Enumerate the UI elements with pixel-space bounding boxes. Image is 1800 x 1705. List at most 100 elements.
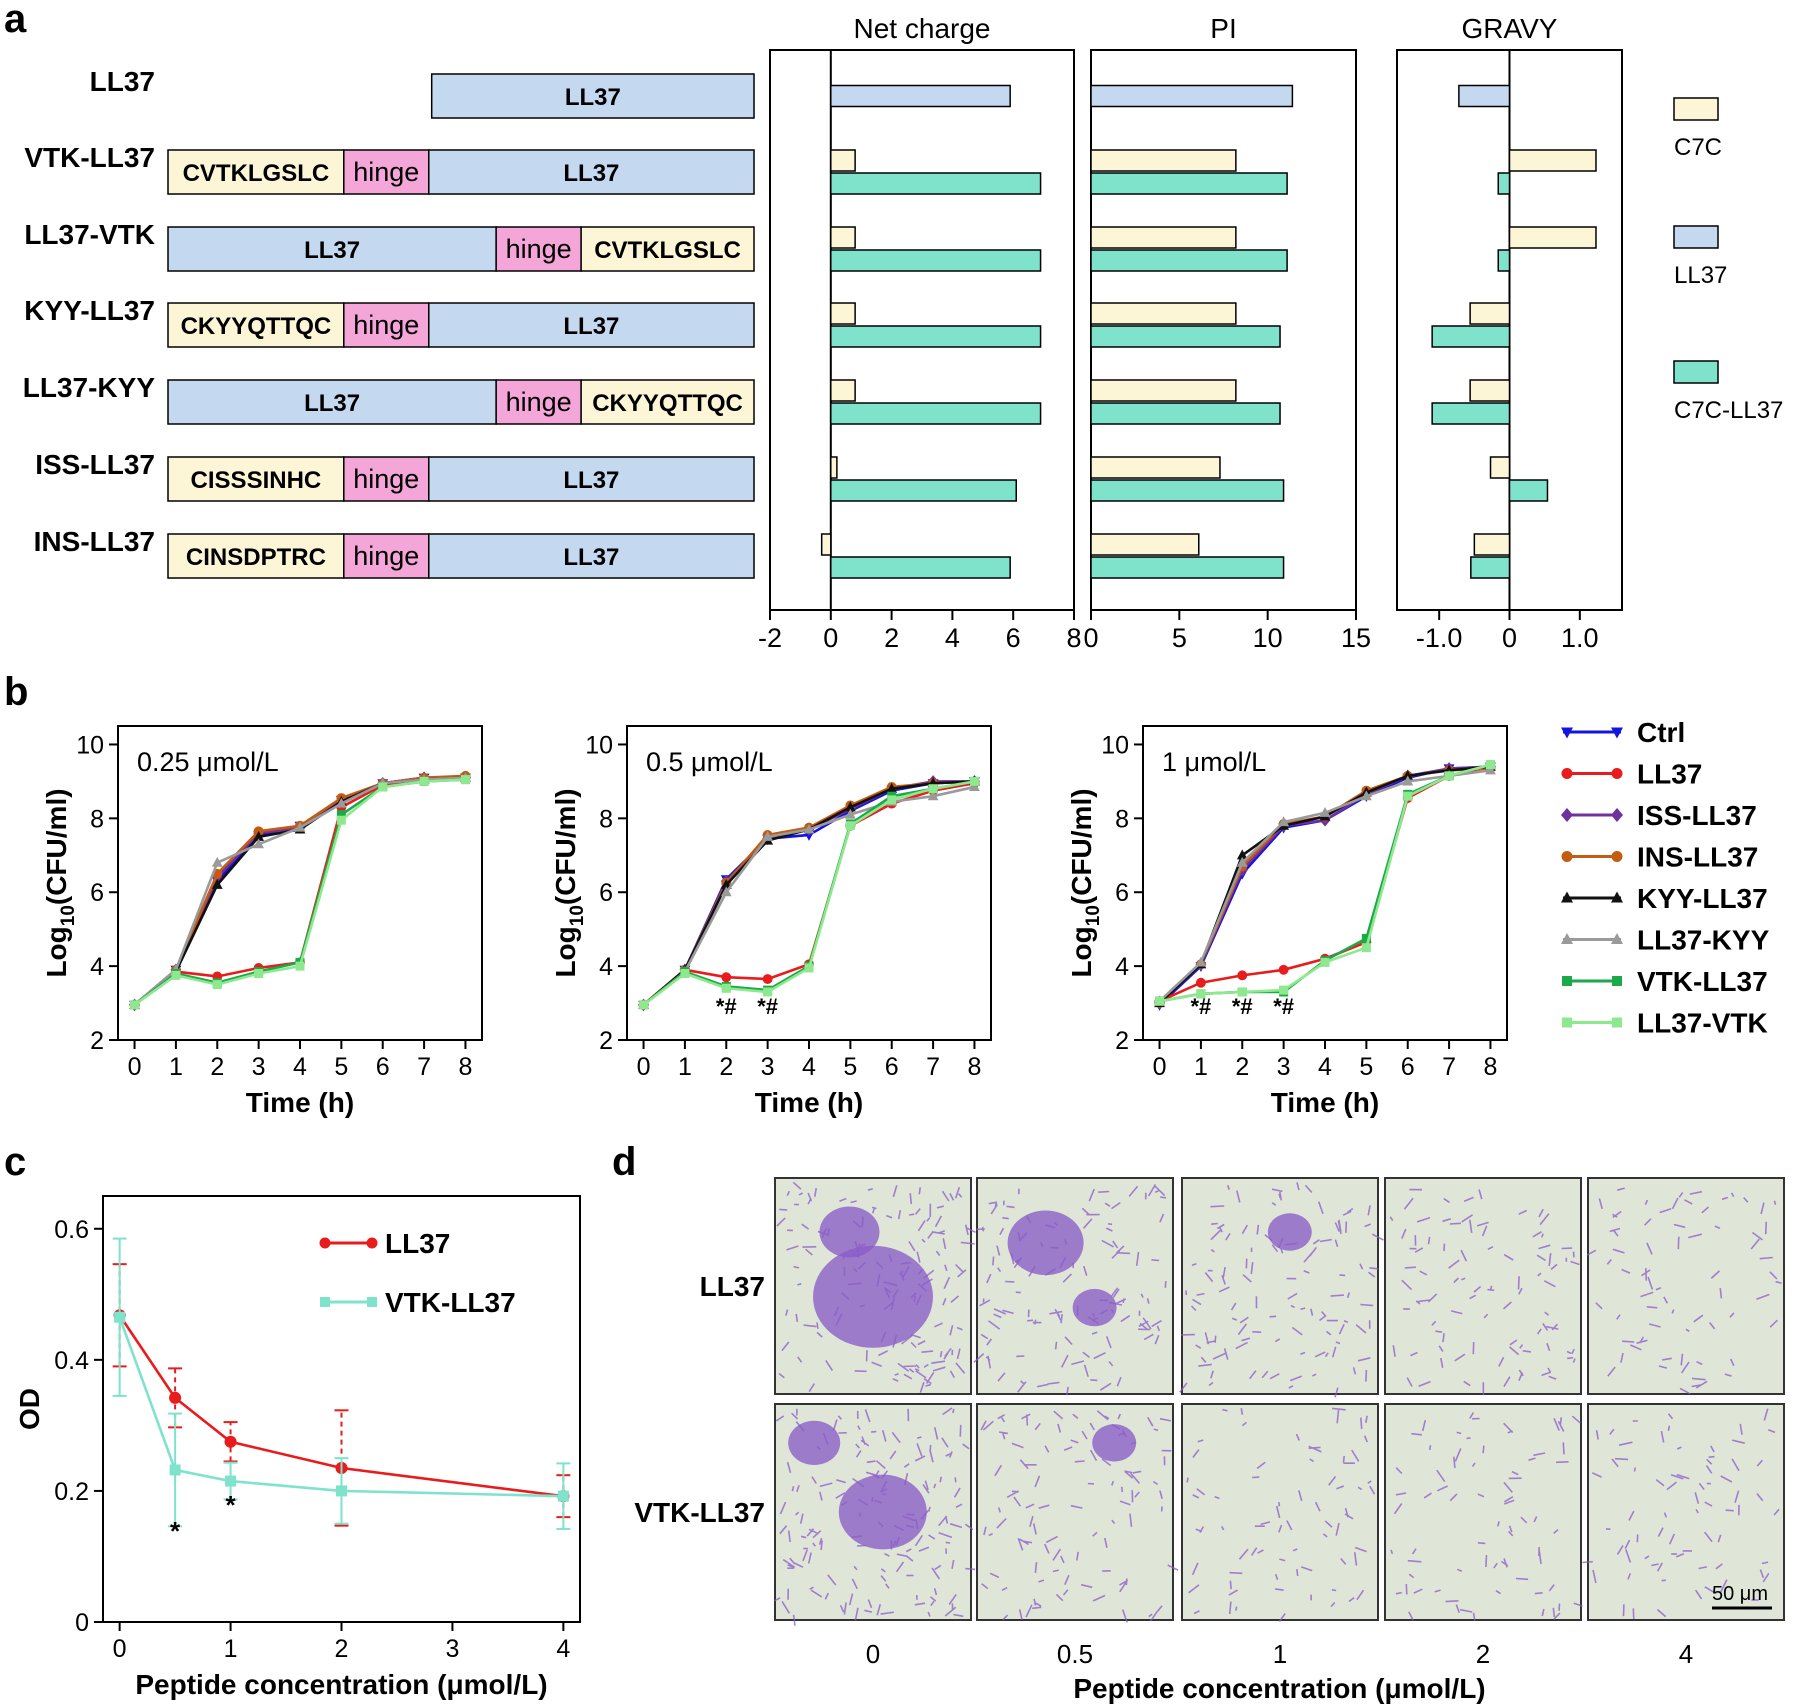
- significance-mark-growth_05: *#: [757, 994, 778, 1019]
- bar-c7c-vtk-ll37-pi: [1090, 149, 1237, 172]
- micrograph-col-label: 0.5: [1057, 1639, 1093, 1669]
- x-tick-label-pi: 0: [1083, 623, 1098, 653]
- data-point-ll37-kyy-growth_1: [1485, 764, 1496, 775]
- x-tick-label-net_charge: -2: [758, 623, 782, 653]
- data-point-kyy-ll37-growth_05: [886, 782, 898, 793]
- data-point-ll37-vtk-growth_05: [763, 987, 773, 997]
- x-axis-label-growth_05: Time (h): [755, 1087, 863, 1118]
- y-tick-label-growth_1: 6: [1115, 879, 1129, 907]
- data-point-ll37-kyy-growth_05: [969, 781, 980, 792]
- x-tick-label-growth_025: 0: [128, 1053, 142, 1081]
- legend-marker-end-vtk-ll37: [1612, 976, 1622, 986]
- x-tick-label-net_charge: 4: [945, 623, 960, 653]
- micrograph-x-axis-label: Peptide concentration (μmol/L): [1073, 1673, 1485, 1704]
- x-tick-label-od: 1: [224, 1635, 238, 1663]
- x-axis-label-growth_1: Time (h): [1271, 1087, 1379, 1118]
- bar-c7cll37-ll37-vtk-pi: [1090, 249, 1288, 272]
- bacteria-cells-ll37-4: [1586, 1187, 1782, 1395]
- legend-marker-end-ll37-vtk: [1612, 1017, 1622, 1028]
- bar-c7cll37-vtk-ll37-pi: [1090, 172, 1288, 195]
- data-point-ll37-kyy-growth_025: [335, 797, 347, 808]
- x-tick-label-od: 4: [556, 1635, 570, 1663]
- data-point-ll37-vtk-growth_025: [419, 776, 429, 786]
- data-point-vtk-ll37-od: [225, 1475, 237, 1487]
- bar-ll37-ll37-pi: [1090, 84, 1294, 108]
- segment-c7c-iss-ll37: [167, 456, 345, 502]
- data-point-kyy-ll37-growth_05: [844, 801, 856, 812]
- biofilm-clump-ll37-1: [1072, 1288, 1117, 1327]
- y-tick-label-growth_05: 10: [585, 731, 613, 759]
- data-point-ll37-od: [224, 1435, 237, 1448]
- property-legend: C7C LL37 C7C-LL37: [1673, 97, 1783, 424]
- legend-label-c7cll37: C7C-LL37: [1674, 397, 1783, 424]
- y-axis-label-sub: 10: [1083, 905, 1104, 926]
- data-point-ll37-vtk-growth_05: [969, 776, 979, 786]
- x-tick-label-growth_05: 5: [843, 1053, 857, 1081]
- bar-c7c-vtk-ll37-net_charge: [830, 149, 856, 172]
- segment-label-hinge-ll37-kyy: hinge: [506, 387, 572, 417]
- biofilm-clump-ll37-0: [813, 1245, 933, 1348]
- micrograph-col-label: 4: [1679, 1639, 1693, 1669]
- bar-c7c-ll37-vtk-pi: [1090, 226, 1237, 249]
- significance-mark-growth_1: *#: [1273, 994, 1294, 1019]
- data-point-ll37-vtk-growth_05: [804, 963, 814, 973]
- segment-label-ll37-ll37-vtk: LL37: [304, 237, 360, 264]
- data-point-ll37-kyy-growth_05: [927, 790, 939, 801]
- legend-marker-start-ins-ll37: [1561, 851, 1573, 862]
- bar-c7cll37-ins-ll37-net_charge: [830, 556, 1011, 579]
- bar-c7c-kyy-ll37-gravy: [1469, 302, 1511, 325]
- series-line-ctrl-growth_1: [1158, 765, 1491, 1006]
- x-tick-label-pi: 5: [1172, 623, 1187, 653]
- x-tick-label-growth_025: 3: [252, 1053, 266, 1081]
- y-tick-label-growth_1: 4: [1115, 953, 1129, 981]
- segment-hinge-vtk-ll37: [343, 149, 430, 195]
- x-tick-label-od: 0: [113, 1635, 127, 1663]
- construct-name-ll37-vtk: LL37-VTK: [24, 219, 155, 250]
- legend-swatch-c7cll37: [1673, 360, 1719, 384]
- bacteria-cells-vtk-ll37-3: [1390, 1412, 1583, 1621]
- micrograph-vtk-ll37-3: [1384, 1403, 1582, 1621]
- bar-c7cll37-ll37-kyy-gravy: [1431, 402, 1511, 425]
- construct-name-ll37-kyy: LL37-KYY: [23, 372, 156, 403]
- panel-letter-a: a: [4, 0, 27, 41]
- data-point-ll37-vtk-growth_05: [680, 969, 690, 979]
- data-point-ll37-kyy-growth_1: [1360, 790, 1372, 801]
- x-tick-label-growth_1: 2: [1235, 1053, 1249, 1081]
- x-tick-label-growth_025: 7: [417, 1053, 431, 1081]
- legend-label-ins-ll37: INS-LL37: [1637, 842, 1758, 873]
- construct-name-vtk-ll37: VTK-LL37: [24, 142, 155, 173]
- x-tick-label-net_charge: 6: [1006, 623, 1021, 653]
- y-tick-label-od: 0.4: [54, 1347, 89, 1375]
- bar-ll37-ll37-net_charge: [830, 84, 1011, 108]
- segment-label-hinge-iss-ll37: hinge: [353, 464, 419, 494]
- segment-label-ll37-kyy-ll37: LL37: [563, 313, 619, 340]
- bar-c7c-iss-ll37-net_charge: [830, 456, 838, 479]
- legend-label-ll37: LL37: [1637, 759, 1702, 790]
- micrograph-vtk-ll37-4: [1587, 1403, 1785, 1621]
- data-point-ll37-vtk-growth_025: [212, 980, 222, 990]
- data-point-vtk-ll37-od: [114, 1311, 126, 1323]
- data-point-ll37-vtk-growth_025: [336, 815, 346, 825]
- segment-c7c-ll37-kyy: [580, 379, 755, 425]
- chart-title-gravy: GRAVY: [1462, 13, 1558, 44]
- series-line-kyy-ll37-growth_1: [1158, 765, 1491, 1005]
- y-tick-label-growth_025: 8: [90, 805, 104, 833]
- segment-label-c7c-ll37-vtk: CVTKLGSLC: [594, 237, 741, 264]
- significance-mark-growth_1: *#: [1232, 994, 1253, 1019]
- data-point-ll37-kyy-growth_025: [253, 838, 265, 849]
- y-tick-label-growth_025: 6: [90, 879, 104, 907]
- data-point-ll37-kyy-growth_1: [1236, 856, 1248, 867]
- data-point-ll37-vtk-growth_1: [1485, 760, 1495, 770]
- data-point-ll37-vtk-growth_025: [460, 775, 470, 785]
- x-tick-label-growth_1: 6: [1401, 1053, 1415, 1081]
- bar-c7c-ll37-kyy-gravy: [1469, 379, 1511, 402]
- biofilm-clump-vtk-ll37-0: [838, 1474, 927, 1550]
- data-point-kyy-ll37-growth_05: [720, 878, 732, 889]
- micrograph-row-label-vtk-ll37: VTK-LL37: [634, 1497, 765, 1528]
- data-point-kyy-ll37-growth_025: [253, 830, 265, 841]
- data-point-ll37-vtk-growth_1: [1361, 943, 1371, 953]
- x-tick-label-growth_025: 1: [169, 1053, 183, 1081]
- y-axis-label-rest: (CFU/ml): [550, 788, 581, 905]
- x-tick-label-growth_025: 2: [210, 1053, 224, 1081]
- x-tick-label-growth_1: 1: [1194, 1053, 1208, 1081]
